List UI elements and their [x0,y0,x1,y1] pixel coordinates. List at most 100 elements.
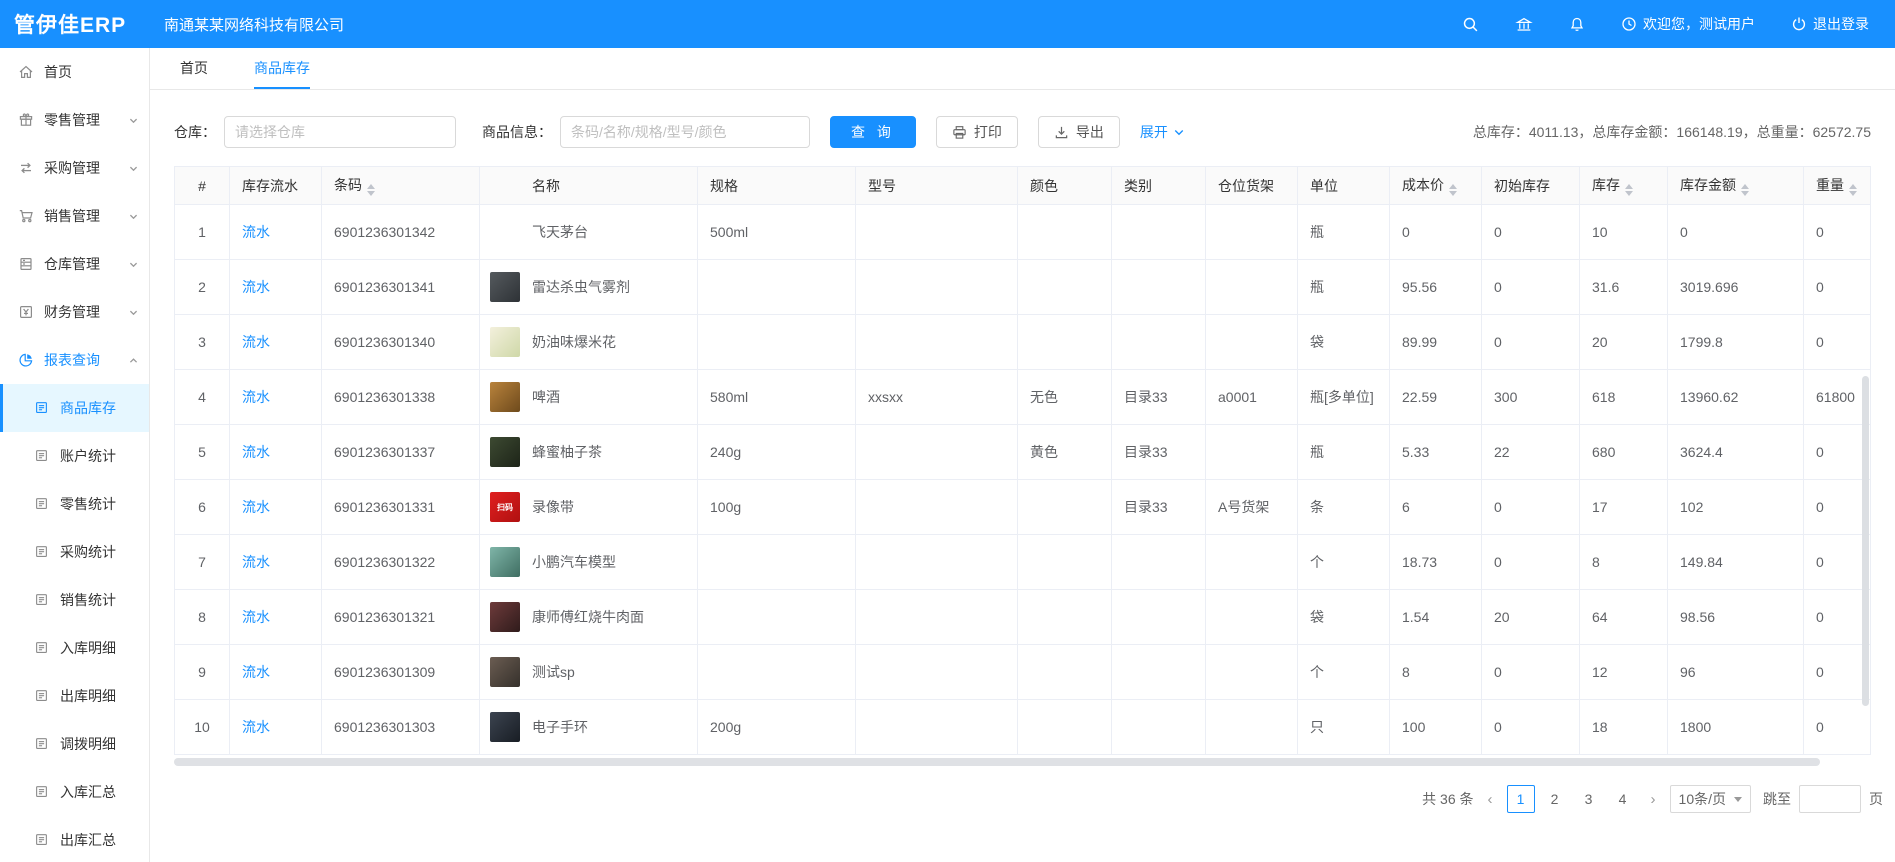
sidebar-item-零售统计[interactable]: 零售统计 [0,480,149,528]
flow-cell: 流水 [229,424,322,480]
filter-bar: 仓库： 商品信息： 查 询 打印 导出 展开 总库存：4011.13，总库存金额… [150,90,1895,166]
product-thumbnail [490,547,520,577]
home-icon [18,64,34,80]
flow-link[interactable]: 流水 [242,279,270,295]
sidebar-item-出库明细[interactable]: 出库明细 [0,672,149,720]
page-button-1[interactable]: 1 [1506,785,1535,813]
barcode-cell: 6901236301322 [321,534,480,590]
table-body: 1 流水 6901236301342 飞天茅台 500ml 瓶 0 0 10 0 0 2 流水 69012… [174,204,1871,755]
jump-page-input[interactable] [1799,785,1861,813]
barcode-cell: 6901236301342 [321,204,480,260]
sidebar-item-首页[interactable]: 首页 [0,48,149,96]
product-search-input[interactable] [560,116,810,148]
sidebar-item-仓库管理[interactable]: 仓库管理 [0,240,149,288]
building-icon[interactable] [1515,16,1533,33]
unit-cell: 条 [1297,479,1390,535]
chevron-down-icon [128,259,139,270]
stock-cell: 20 [1579,314,1668,370]
page-size-select[interactable]: 10条/页 [1669,785,1751,813]
page-button-4[interactable]: 4 [1618,791,1627,807]
tab-product-inventory[interactable]: 商品库存 [254,48,310,89]
sidebar-item-入库汇总[interactable]: 入库汇总 [0,768,149,816]
product-thumbnail [490,712,520,742]
sidebar-item-调拨明细[interactable]: 调拨明细 [0,720,149,768]
sort-icon[interactable] [1625,184,1633,196]
search-button[interactable]: 查 询 [830,116,916,148]
page-button-2[interactable]: 2 [1550,791,1559,807]
sidebar-item-label: 仓库管理 [44,256,100,272]
flow-link[interactable]: 流水 [242,499,270,515]
sidebar-item-销售统计[interactable]: 销售统计 [0,576,149,624]
weight-cell: 0 [1803,644,1871,700]
sort-icon[interactable] [1849,184,1857,196]
user-welcome[interactable]: 欢迎您，测试用户 [1621,14,1755,34]
category-cell [1111,644,1206,700]
sidebar-item-label: 出库明细 [60,688,116,704]
sidebar-item-报表查询[interactable]: 报表查询 [0,336,149,384]
expand-toggle[interactable]: 展开 [1140,122,1185,142]
sort-icon[interactable] [1449,184,1457,196]
clock-icon [1622,17,1636,31]
cost-cell: 18.73 [1389,534,1482,590]
unit-cell: 瓶 [1297,259,1390,315]
column-header-库存金额[interactable]: 库存金额 [1667,166,1804,205]
sidebar-item-label: 出库汇总 [60,832,116,848]
column-header-条码[interactable]: 条码 [321,166,480,205]
logout-button[interactable]: 退出登录 [1791,14,1869,34]
sidebar-item-采购管理[interactable]: 采购管理 [0,144,149,192]
horizontal-scrollbar[interactable] [174,757,1871,767]
amount-cell: 1800 [1667,699,1804,755]
sidebar-item-采购统计[interactable]: 采购统计 [0,528,149,576]
sidebar-item-财务管理[interactable]: 财务管理 [0,288,149,336]
print-button[interactable]: 打印 [935,116,1018,148]
flow-link[interactable]: 流水 [242,334,270,350]
welcome-text: 欢迎您，测试用户 [1643,16,1755,32]
column-header-库存[interactable]: 库存 [1579,166,1668,205]
stock-cell: 31.6 [1579,259,1668,315]
weight-cell: 0 [1803,589,1871,645]
column-header-成本价[interactable]: 成本价 [1389,166,1482,205]
flow-link[interactable]: 流水 [242,554,270,570]
color-cell [1017,644,1112,700]
color-cell [1017,699,1112,755]
product-name: 测试sp [532,664,575,680]
flow-link[interactable]: 流水 [242,609,270,625]
stock-cell: 8 [1579,534,1668,590]
sidebar-item-账户统计[interactable]: 账户统计 [0,432,149,480]
page-button-3[interactable]: 3 [1584,791,1593,807]
product-name-cell: 奶油味爆米花 [479,314,698,370]
sidebar-item-入库明细[interactable]: 入库明细 [0,624,149,672]
prev-page-button[interactable]: ‹ [1487,790,1493,808]
product-name-cell: 扫码 录像带 [479,479,698,535]
flow-link[interactable]: 流水 [242,224,270,240]
category-cell [1111,204,1206,260]
inventory-table: # 库存流水 条码 名称 规格 型号 颜色 类别 仓位货架 单位 成本价 初始库存 库存 库存金额 重量 1… [174,166,1871,755]
color-cell [1017,314,1112,370]
sidebar-item-销售管理[interactable]: 销售管理 [0,192,149,240]
amount-cell: 13960.62 [1667,369,1804,425]
warehouse-select[interactable] [224,116,456,148]
sidebar-item-出库汇总[interactable]: 出库汇总 [0,816,149,862]
export-button[interactable]: 导出 [1037,116,1120,148]
model-cell [855,534,1018,590]
vertical-scrollbar[interactable] [1862,206,1869,751]
category-cell [1111,534,1206,590]
flow-link[interactable]: 流水 [242,444,270,460]
row-index: 6 [174,479,230,535]
unit-cell: 袋 [1297,589,1390,645]
bell-icon[interactable] [1569,16,1585,33]
tab-home[interactable]: 首页 [180,59,208,76]
product-name: 小鹏汽车模型 [532,554,616,570]
flow-link[interactable]: 流水 [242,664,270,680]
row-index: 4 [174,369,230,425]
flow-link[interactable]: 流水 [242,719,270,735]
sidebar-item-商品库存[interactable]: 商品库存 [0,384,149,432]
product-name-cell: 飞天茅台 [479,204,698,260]
flow-link[interactable]: 流水 [242,389,270,405]
sidebar-item-零售管理[interactable]: 零售管理 [0,96,149,144]
search-icon[interactable] [1462,16,1479,33]
column-header-重量[interactable]: 重量 [1803,166,1871,205]
sort-icon[interactable] [367,184,375,196]
sort-icon[interactable] [1741,184,1749,196]
next-page-button[interactable]: › [1650,790,1656,808]
